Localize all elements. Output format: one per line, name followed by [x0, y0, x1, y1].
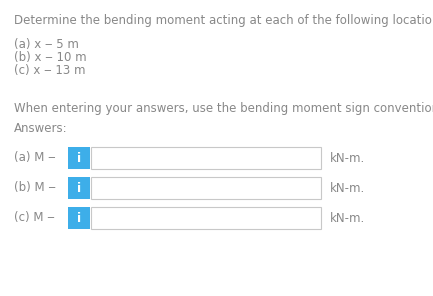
FancyBboxPatch shape	[68, 177, 90, 199]
FancyBboxPatch shape	[91, 177, 321, 199]
Text: i: i	[77, 181, 81, 194]
Text: kN-m.: kN-m.	[330, 152, 365, 165]
Text: kN-m.: kN-m.	[330, 212, 365, 224]
Text: (c) x ‒ 13 m: (c) x ‒ 13 m	[14, 64, 85, 77]
Text: (b) M ‒: (b) M ‒	[14, 181, 56, 194]
Text: When entering your answers, use the bending moment sign convention.: When entering your answers, use the bend…	[14, 102, 433, 115]
Text: kN-m.: kN-m.	[330, 181, 365, 194]
Text: i: i	[77, 152, 81, 165]
FancyBboxPatch shape	[91, 207, 321, 229]
FancyBboxPatch shape	[68, 147, 90, 169]
Text: i: i	[77, 212, 81, 224]
Text: Answers:: Answers:	[14, 122, 68, 135]
FancyBboxPatch shape	[68, 207, 90, 229]
Text: (b) x ‒ 10 m: (b) x ‒ 10 m	[14, 51, 87, 64]
Text: (a) x ‒ 5 m: (a) x ‒ 5 m	[14, 38, 79, 51]
Text: (c) M ‒: (c) M ‒	[14, 212, 55, 224]
Text: (a) M ‒: (a) M ‒	[14, 152, 55, 165]
FancyBboxPatch shape	[91, 147, 321, 169]
Text: Determine the bending moment acting at each of the following locations:: Determine the bending moment acting at e…	[14, 14, 433, 27]
